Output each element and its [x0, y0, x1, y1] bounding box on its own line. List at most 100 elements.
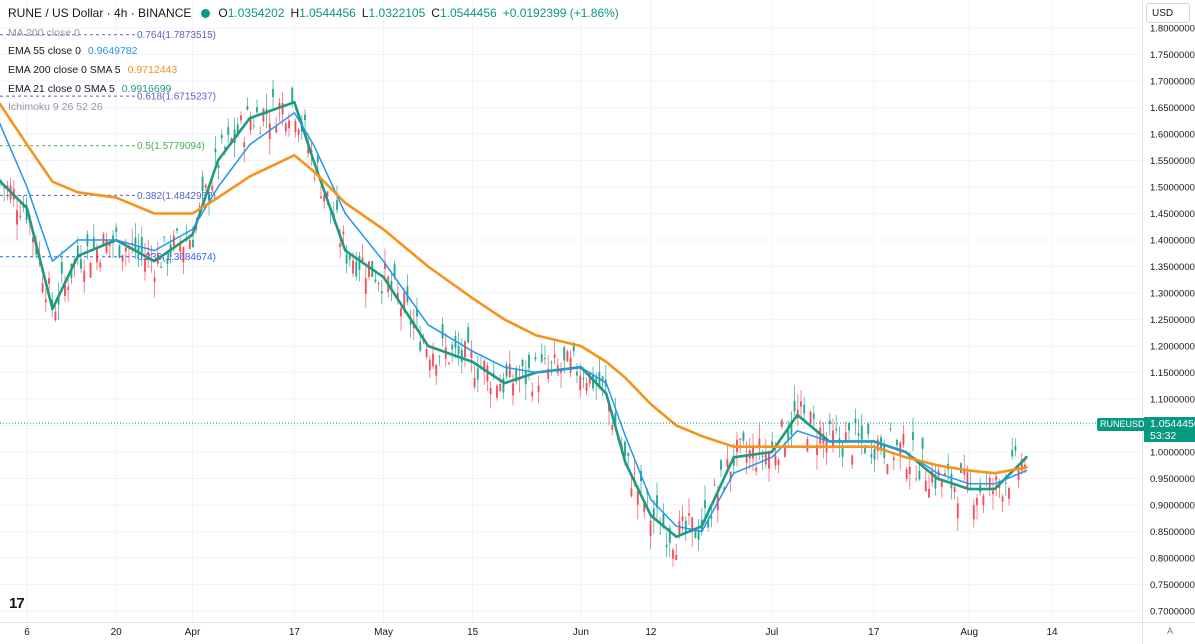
candle-body — [761, 455, 764, 457]
candle-body — [659, 533, 662, 535]
candle-body — [374, 279, 377, 282]
legend-ema21-value: 0.9916699 — [121, 83, 172, 95]
candle-body — [214, 148, 217, 153]
candle-body — [553, 354, 556, 358]
y-tick-label: 1.5000000 — [1150, 183, 1195, 194]
candle-body — [1008, 488, 1010, 499]
candle-body — [492, 373, 495, 375]
x-tick-label: 15 — [467, 627, 479, 638]
candle-body — [400, 308, 402, 317]
candle-body — [230, 138, 233, 143]
candle-body — [3, 187, 6, 189]
auto-scale-button[interactable]: A — [1167, 626, 1174, 636]
candle-body — [822, 433, 825, 444]
candle-body — [262, 108, 265, 122]
candle-body — [220, 134, 223, 139]
fib-level-label: 0.236(1.3684674) — [137, 252, 216, 263]
candle-body — [630, 488, 633, 497]
candle-body — [140, 236, 143, 253]
x-tick-label: May — [374, 627, 393, 638]
candle-body — [652, 508, 655, 519]
x-tick-label: 6 — [24, 627, 30, 638]
candle-body — [595, 376, 598, 385]
candle-body — [777, 460, 780, 466]
candle-body — [710, 516, 713, 519]
currency-selector[interactable]: USD — [1146, 3, 1190, 23]
candle-body — [828, 420, 831, 425]
candle-body — [428, 359, 431, 371]
candle-body — [688, 513, 690, 516]
candle-body — [729, 471, 732, 481]
candle-body — [246, 106, 249, 110]
candle-body — [390, 280, 393, 290]
candle-body — [537, 385, 540, 393]
legend-ema55-value: 0.9649782 — [87, 45, 138, 57]
candle-body — [771, 441, 774, 448]
x-tick-label: Aug — [960, 627, 978, 638]
candle-body — [953, 487, 956, 492]
candle-body — [627, 452, 630, 457]
candle-body — [860, 425, 863, 440]
x-tick-label: 12 — [645, 627, 657, 638]
candle-body — [550, 361, 553, 364]
ema55-line — [0, 112, 1028, 533]
y-tick-label: 1.1500000 — [1150, 368, 1195, 379]
candle-body — [313, 178, 316, 180]
candle-body — [182, 247, 185, 263]
x-tick-label: Jul — [765, 627, 778, 638]
candle-body — [54, 311, 57, 320]
candle-body — [582, 378, 585, 380]
fib-level-label: 0.618(1.6715237) — [137, 92, 216, 103]
candle-body — [294, 120, 297, 133]
candle-body — [80, 259, 82, 269]
candle-body — [179, 243, 182, 252]
y-tick-label: 1.1000000 — [1150, 395, 1195, 406]
candle-body — [864, 448, 866, 453]
candle-body — [1020, 459, 1023, 471]
candle-body — [995, 476, 998, 481]
candle-body — [867, 423, 870, 435]
legend-ema200[interactable]: EMA 200 close 0 SMA 5 0.9712443 — [8, 64, 177, 76]
y-tick-label: 1.6000000 — [1150, 130, 1195, 141]
candle-body — [6, 185, 9, 189]
legend-ma200[interactable]: MA 200 close 0 — [8, 27, 80, 39]
legend-ichimoku[interactable]: Ichimoku 9 26 52 26 — [8, 101, 103, 113]
legend-ema200-value: 0.9712443 — [127, 64, 178, 76]
candle-body — [697, 531, 700, 540]
candle-body — [966, 472, 969, 489]
symbol-title[interactable]: RUNE / US Dollar · 4h · BINANCE — [8, 6, 192, 20]
candle-body — [601, 376, 604, 382]
candle-body — [1011, 450, 1014, 457]
candle-body — [787, 428, 790, 440]
candle-body — [851, 455, 854, 465]
tradingview-logo-icon[interactable]: 17 — [9, 595, 25, 612]
candle-body — [656, 495, 658, 508]
candle-body — [438, 356, 441, 358]
candle-body — [742, 432, 745, 441]
candle-body — [476, 368, 479, 380]
candle-body — [278, 102, 281, 107]
x-tick-label: 20 — [111, 627, 123, 638]
legend-ema21[interactable]: EMA 21 close 0 SMA 5 0.9916699 — [8, 83, 171, 95]
candle-body — [60, 262, 63, 274]
candle-body — [931, 471, 934, 483]
close-value: 1.0544456 — [439, 6, 497, 20]
candle-body — [208, 193, 210, 201]
candle-body — [467, 327, 470, 343]
candle-body — [992, 490, 994, 495]
open-label: O — [218, 6, 228, 20]
candle-body — [188, 240, 191, 249]
candle-body — [217, 165, 220, 168]
candle-body — [816, 444, 818, 456]
y-tick-label: 1.4500000 — [1150, 209, 1195, 220]
candle-body — [44, 299, 47, 303]
candle-body — [281, 102, 284, 115]
y-tick-label: 1.5500000 — [1150, 156, 1195, 167]
candle-body — [368, 261, 370, 277]
candle-body — [240, 115, 242, 121]
candle-body — [963, 469, 966, 475]
legend-ema55[interactable]: EMA 55 close 0 0.9649782 — [8, 45, 138, 57]
legend-ema200-label: EMA 200 close 0 SMA 5 — [8, 64, 121, 76]
candle-body — [355, 261, 358, 277]
